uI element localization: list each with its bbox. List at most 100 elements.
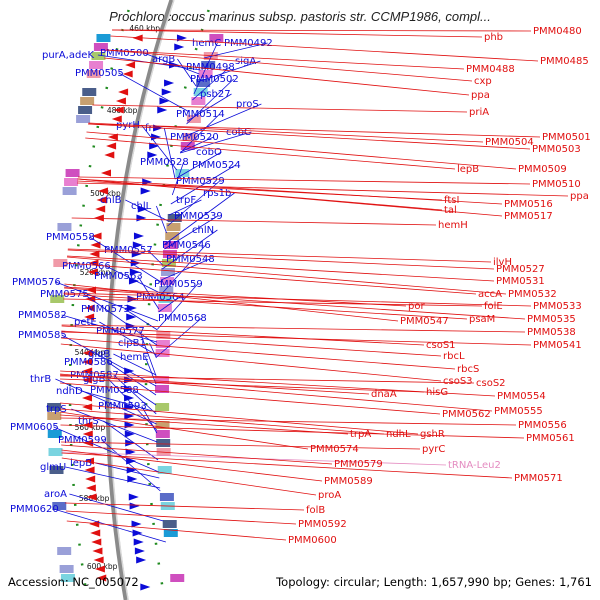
reverse-gene-label: folE (484, 301, 503, 312)
cog-block (159, 493, 174, 501)
reverse-gene-label: PMM0556 (518, 420, 567, 431)
cog-block (198, 70, 213, 78)
reverse-gene-label: phb (484, 32, 503, 43)
forward-gene-arrow (124, 430, 135, 438)
reverse-gene-arrow (84, 457, 95, 465)
trna-label: tRNA-Leu2 (448, 460, 501, 471)
cog-block (80, 97, 95, 105)
reverse-leader-line (110, 35, 539, 62)
reverse-gene-arrow (83, 439, 94, 447)
reverse-gene-label: csoS1 (426, 340, 456, 351)
forward-gene-label: ndhD (56, 386, 83, 397)
forward-gene-label: PMM0505 (75, 68, 124, 79)
cog-block (49, 466, 64, 474)
reverse-gene-label: PMM0517 (504, 211, 553, 222)
forward-gene-arrow (124, 394, 135, 402)
forward-leader-line (180, 136, 214, 153)
reverse-gene-label: PMM0504 (485, 137, 534, 148)
cog-block (166, 223, 181, 231)
reverse-leader-line (106, 49, 473, 82)
forward-gene-arrow (161, 88, 172, 96)
cog-block (167, 214, 182, 222)
reverse-gene-arrow (82, 394, 93, 402)
cog-block (191, 97, 206, 105)
cog-block (60, 574, 75, 582)
reverse-gene-arrow (82, 421, 93, 429)
reverse-gene-arrow (89, 520, 100, 528)
reverse-gene-arrow (84, 304, 95, 312)
reverse-leader-line (60, 375, 475, 384)
reverse-gene-arrow (90, 241, 101, 249)
forward-gene-arrow (147, 151, 158, 159)
reverse-leader-line (60, 424, 525, 439)
forward-gene-arrow (136, 556, 147, 564)
reverse-leader-line (63, 292, 532, 307)
reverse-leader-line (65, 502, 305, 511)
reverse-gene-label: PMM0541 (533, 340, 582, 351)
forward-gene-label: argB (152, 54, 175, 65)
cog-block (170, 574, 185, 582)
forward-gene-label: PMM0514 (176, 109, 225, 120)
forward-gene-label: trpS (46, 404, 67, 415)
reverse-leader-line (85, 137, 456, 170)
reverse-leader-line (61, 441, 421, 450)
forward-gene-label: hemE (120, 352, 149, 363)
cog-block (155, 349, 170, 357)
reverse-gene-arrow (88, 259, 99, 267)
cog-block (65, 169, 80, 177)
forward-leader-line (164, 192, 235, 245)
forward-leader-line (147, 249, 163, 266)
reverse-gene-arrow (91, 538, 102, 546)
forward-leader-line (163, 127, 176, 180)
forward-leader-line (180, 131, 252, 154)
reverse-gene-label: PMM0562 (442, 409, 491, 420)
forward-gene-label: PMM0582 (18, 310, 67, 321)
forward-gene-label: chlN (192, 225, 214, 236)
reverse-leader-line (106, 49, 465, 70)
reverse-gene-label: csoS2 (476, 378, 506, 389)
forward-gene-label: PMM0586 (64, 357, 113, 368)
reverse-gene-label: PMM0532 (508, 289, 557, 300)
forward-gene-arrow (133, 232, 144, 240)
cog-block (57, 547, 72, 555)
reverse-gene-label: lepB (457, 164, 479, 175)
reverse-leader-line (112, 29, 483, 38)
reverse-gene-arrow (101, 169, 112, 177)
forward-gene-label: PMM0588 (90, 385, 139, 396)
reverse-gene-arrow (132, 34, 143, 42)
reverse-leader-line (66, 262, 477, 295)
cog-block (155, 385, 170, 393)
reverse-leader-line (61, 324, 526, 333)
forward-gene-arrow (132, 241, 143, 249)
reverse-leader-line (61, 444, 333, 465)
cog-block (161, 259, 176, 267)
cog-block (165, 232, 180, 240)
reverse-gene-label: PMM0574 (310, 444, 359, 455)
reverse-gene-arrow (111, 115, 122, 123)
reverse-gene-label: PMM0516 (504, 199, 553, 210)
cog-block (48, 448, 63, 456)
reverse-gene-label: ilvH (493, 257, 512, 268)
reverse-gene-label: PMM0538 (527, 327, 576, 338)
cog-block (196, 79, 211, 87)
reverse-leader-line (60, 408, 385, 435)
cog-block (50, 295, 65, 303)
forward-gene-label: PMM0546 (162, 240, 211, 251)
reverse-gene-arrow (97, 187, 108, 195)
cog-block (57, 223, 72, 231)
forward-gene-arrow (126, 466, 137, 474)
reverse-gene-label: accA (478, 289, 502, 300)
cog-block (93, 43, 108, 51)
forward-gene-arrow (131, 520, 142, 528)
forward-gene-label: hemC (192, 38, 221, 49)
forward-leader-line (53, 426, 160, 473)
reverse-gene-arrow (93, 556, 104, 564)
forward-gene-arrow (128, 493, 139, 501)
reverse-gene-label: psaM (469, 314, 495, 325)
forward-leader-line (103, 420, 159, 461)
forward-gene-label: chlB (100, 195, 122, 206)
forward-gene-arrow (151, 133, 162, 141)
reverse-leader-line (60, 370, 496, 397)
reverse-leader-line (61, 452, 513, 479)
